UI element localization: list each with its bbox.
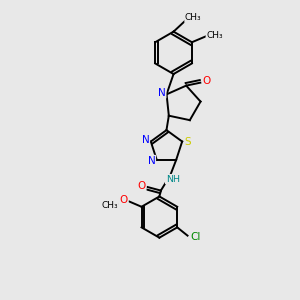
Text: N: N	[148, 155, 155, 166]
Text: O: O	[138, 181, 146, 190]
Text: CH₃: CH₃	[185, 13, 202, 22]
Text: N: N	[158, 88, 166, 98]
Text: S: S	[185, 136, 191, 146]
Text: CH₃: CH₃	[206, 31, 223, 40]
Text: Cl: Cl	[190, 232, 201, 242]
Text: O: O	[203, 76, 211, 86]
Text: NH: NH	[166, 175, 180, 184]
Text: O: O	[120, 195, 128, 205]
Text: N: N	[142, 135, 149, 145]
Text: CH₃: CH₃	[102, 201, 118, 210]
